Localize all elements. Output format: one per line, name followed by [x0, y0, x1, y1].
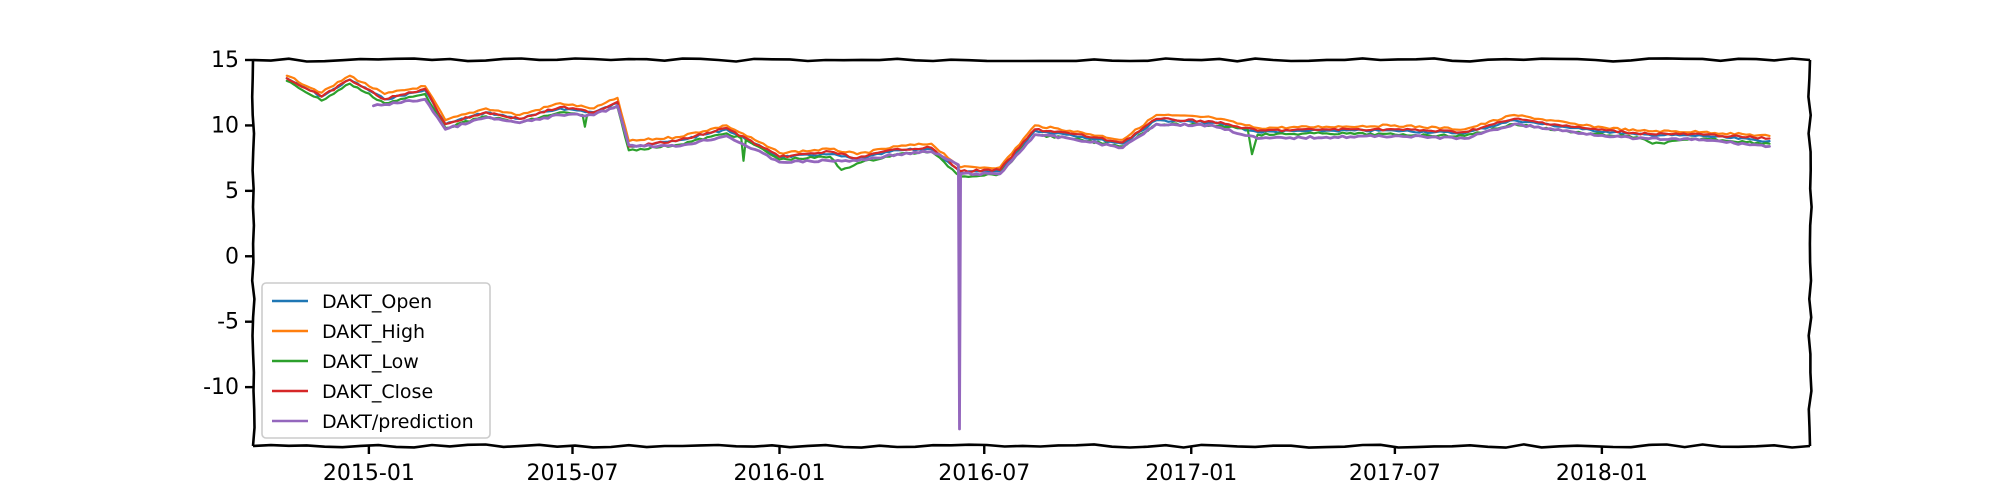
x-tick-label: 2016-01: [734, 461, 826, 486]
series-line-dakt-prediction: [372, 97, 1771, 431]
x-tick-label: 2015-07: [527, 461, 619, 486]
plot-frame: [250, 57, 1813, 449]
x-tick-label: 2016-07: [938, 461, 1030, 486]
y-tick-label: 15: [211, 48, 239, 73]
series-line-dakt-high: [285, 74, 1771, 170]
series-line-dakt-close: [285, 77, 1771, 174]
frame-right: [1807, 59, 1813, 447]
legend-label: DAKT/prediction: [322, 411, 474, 433]
y-tick-label: -10: [203, 375, 239, 400]
y-tick-label: 0: [225, 244, 239, 269]
x-tick-label: 2017-07: [1349, 461, 1441, 486]
frame-top: [252, 57, 1811, 63]
y-tick-label: 10: [211, 113, 239, 138]
legend-box: [261, 282, 491, 439]
legend-label: DAKT_Low: [322, 351, 419, 373]
legend-label: DAKT_Open: [322, 291, 432, 313]
legend: DAKT_Open DAKT_High DAKT_Low DAKT_Close DAKT…: [261, 282, 491, 439]
y-tick-label: 5: [225, 179, 239, 204]
legend-label: DAKT_High: [322, 321, 425, 343]
x-tick-label: 2018-01: [1556, 461, 1648, 486]
frame-left: [250, 59, 256, 447]
legend-label: DAKT_Close: [322, 381, 433, 403]
series-line-dakt-open: [285, 77, 1771, 175]
x-axis: 2015-01 2015-07 2016-01 2016-07 2017-01 2017-…: [323, 446, 1648, 486]
x-tick-label: 2015-01: [323, 461, 415, 486]
frame-bottom: [252, 443, 1811, 449]
x-tick-label: 2017-01: [1145, 461, 1237, 486]
y-axis: 15 10 5 0 -5 -10: [203, 48, 253, 400]
series-layer: [285, 74, 1771, 431]
y-tick-label: -5: [217, 310, 239, 335]
